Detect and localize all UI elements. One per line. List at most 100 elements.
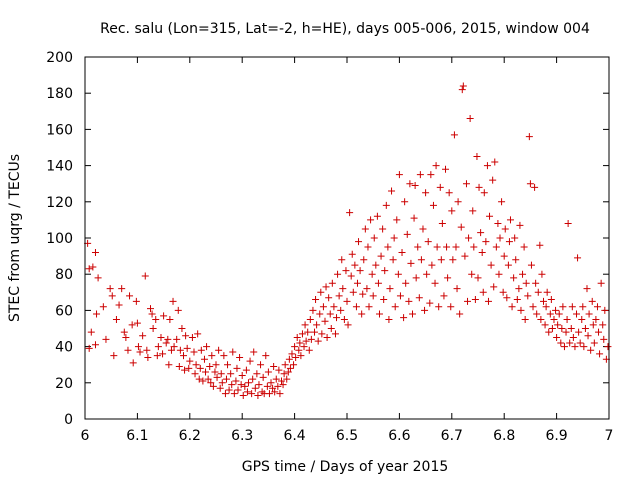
data-point <box>191 370 199 378</box>
data-point <box>567 325 575 332</box>
data-point <box>144 353 152 361</box>
data-point <box>149 325 157 332</box>
data-point <box>317 288 325 296</box>
data-point <box>298 330 306 338</box>
data-point <box>295 346 303 354</box>
data-point <box>585 310 593 318</box>
data-point <box>453 285 461 293</box>
data-point <box>510 274 518 282</box>
data-point <box>391 303 399 311</box>
data-point <box>318 330 326 338</box>
data-point <box>358 310 366 318</box>
data-point <box>564 220 572 228</box>
data-point <box>209 382 217 390</box>
data-point <box>578 315 586 323</box>
data-point <box>480 189 488 197</box>
data-point <box>217 370 225 378</box>
data-point <box>595 328 603 336</box>
data-point <box>271 388 279 396</box>
data-point <box>525 133 533 141</box>
data-point <box>253 370 261 378</box>
data-point <box>349 288 357 296</box>
data-point <box>206 363 214 371</box>
data-point <box>386 285 394 293</box>
x-tick-label: 6.4 <box>283 428 305 444</box>
y-axis: 0 20 40 60 80 100 120 140 160 180 200 <box>46 50 609 428</box>
data-point <box>384 243 392 251</box>
y-tick-label: 0 <box>64 412 73 428</box>
data-point <box>396 292 404 300</box>
data-point <box>173 335 181 343</box>
data-point <box>522 279 530 287</box>
data-point <box>409 310 416 318</box>
data-point <box>346 209 354 217</box>
data-point <box>435 303 443 311</box>
data-point <box>531 183 539 191</box>
data-point <box>221 390 229 398</box>
data-point <box>484 297 492 305</box>
data-point <box>470 243 478 251</box>
data-point <box>293 334 301 342</box>
data-point <box>515 285 523 293</box>
y-tick-label: 140 <box>46 159 73 175</box>
data-point <box>152 315 160 323</box>
data-point <box>246 357 254 365</box>
data-point <box>553 334 561 342</box>
data-point <box>469 207 477 215</box>
data-point <box>579 303 587 311</box>
data-point <box>263 382 271 390</box>
data-point <box>192 361 200 369</box>
data-point <box>407 259 415 267</box>
data-point <box>543 288 551 296</box>
data-point <box>431 279 439 287</box>
data-point <box>560 343 568 351</box>
data-point <box>367 216 375 224</box>
data-point <box>382 201 390 209</box>
data-point <box>227 370 235 378</box>
data-point <box>568 303 576 311</box>
data-point <box>374 279 382 287</box>
data-point <box>306 315 314 323</box>
data-point <box>534 288 542 296</box>
data-point <box>207 379 215 387</box>
data-point <box>167 346 175 354</box>
data-point <box>380 296 388 304</box>
x-axis-label: GPS time / Days of year 2015 <box>242 459 449 475</box>
data-point <box>477 229 485 237</box>
y-tick-label: 100 <box>46 231 73 247</box>
x-tick-label: 6.9 <box>545 428 567 444</box>
data-point <box>93 310 101 318</box>
data-point <box>248 390 256 398</box>
data-point <box>110 352 118 360</box>
data-point <box>410 214 418 222</box>
data-point <box>471 296 479 304</box>
data-point <box>500 252 508 260</box>
data-point <box>416 171 424 179</box>
data-point <box>599 321 607 329</box>
data-point <box>393 216 401 224</box>
data-point <box>406 180 414 188</box>
data-point <box>400 314 408 322</box>
data-point <box>147 305 154 313</box>
data-point <box>428 261 436 269</box>
data-point <box>359 290 367 298</box>
data-point <box>229 348 237 356</box>
data-point <box>314 337 322 345</box>
data-point <box>89 263 97 271</box>
data-point <box>505 238 513 246</box>
data-point <box>562 328 570 336</box>
data-point <box>487 261 495 269</box>
data-point <box>379 225 387 233</box>
data-point <box>545 328 553 336</box>
x-axis: 6 6.1 6.2 6.3 6.4 6.5 6.6 6.7 6.8 6.9 7 <box>81 57 613 444</box>
data-point <box>165 361 173 369</box>
data-point <box>141 272 149 280</box>
data-point <box>452 243 460 251</box>
data-point <box>373 212 381 220</box>
data-point <box>106 285 114 293</box>
data-point <box>264 368 272 376</box>
data-point <box>526 180 534 188</box>
data-point <box>254 391 262 399</box>
data-point <box>230 390 238 398</box>
data-point <box>573 310 581 318</box>
